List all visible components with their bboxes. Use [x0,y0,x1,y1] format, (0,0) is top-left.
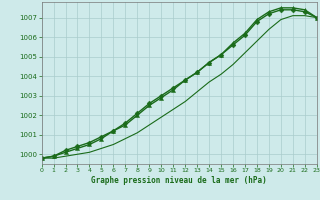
X-axis label: Graphe pression niveau de la mer (hPa): Graphe pression niveau de la mer (hPa) [91,176,267,185]
